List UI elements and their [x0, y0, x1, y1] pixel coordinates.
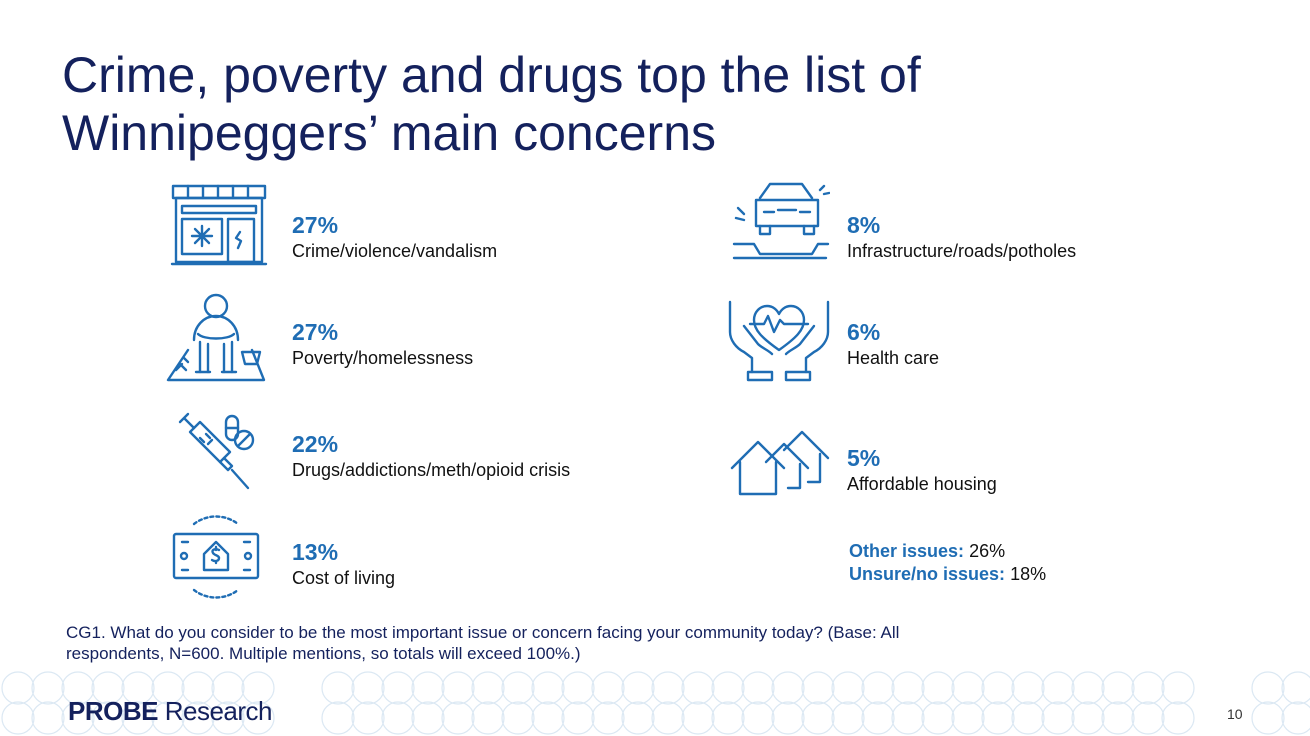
homeless-person-icon: [166, 293, 266, 382]
logo-research: Research: [164, 696, 273, 726]
concern-label: Cost of living: [292, 568, 396, 588]
question-footnote: CG1. What do you consider to be the most…: [66, 623, 900, 663]
car-pothole-icon: [732, 182, 830, 260]
logo-probe: PROBE: [68, 696, 158, 726]
concern-label: Crime/violence/vandalism: [292, 241, 498, 261]
storefront-vandalism-icon: [170, 184, 268, 266]
syringe-pills-icon: [178, 412, 255, 490]
concern-label: Affordable housing: [847, 474, 997, 494]
unsure-label: Unsure/no issues:: [849, 564, 1006, 584]
unsure-line: Unsure/no issues: 18%: [849, 563, 1046, 586]
houses-icon: [730, 430, 830, 496]
concern-label: Health care: [847, 348, 940, 368]
concern-label: Infrastructure/roads/potholes: [847, 241, 1077, 261]
other-issues-line: Other issues: 26%: [849, 540, 1046, 563]
decorative-circle-pattern: [1, 671, 1310, 735]
page-number: 10: [1227, 706, 1243, 722]
probe-research-logo: PROBE Research: [68, 696, 272, 727]
concern-percent: 27%: [292, 212, 339, 238]
concern-percent: 13%: [292, 539, 339, 565]
other-issues-label: Other issues:: [849, 541, 965, 561]
concern-label: Poverty/homelessness: [292, 348, 474, 368]
concern-percent: 22%: [292, 431, 339, 457]
concern-percent: 27%: [292, 319, 339, 345]
other-issues-block: Other issues: 26% Unsure/no issues: 18%: [849, 540, 1046, 586]
other-issues-value: 26%: [969, 541, 1006, 561]
money-house-icon: [172, 515, 260, 599]
concern-percent: 6%: [847, 319, 881, 345]
hands-heart-icon: [728, 300, 830, 382]
unsure-value: 18%: [1010, 564, 1047, 584]
page-title: Crime, poverty and drugs top the list of…: [62, 47, 921, 161]
concern-percent: 8%: [847, 212, 881, 238]
concern-label: Drugs/addictions/meth/opioid crisis: [292, 460, 571, 480]
concern-percent: 5%: [847, 445, 881, 471]
